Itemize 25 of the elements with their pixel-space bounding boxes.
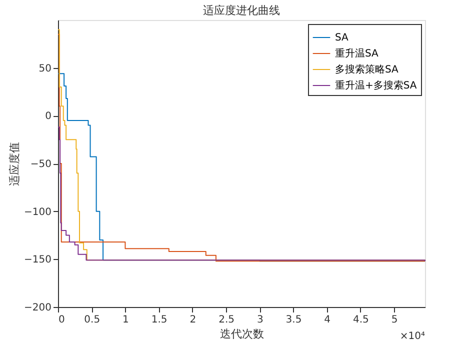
x-tick-label: 3 [256, 314, 264, 326]
y-tick-label: 0 [45, 111, 52, 122]
y-tick-label: −100 [24, 206, 52, 218]
chart-title: 适应度进化曲线 [203, 4, 280, 17]
legend-label: 重升温+多搜索SA [335, 80, 417, 92]
legend-label: SA [335, 32, 349, 44]
y-tick-label: −50 [30, 159, 52, 170]
y-tick-label: −200 [24, 302, 52, 314]
x-tick-label: 3.5 [286, 314, 302, 326]
x-tick-label: 2.5 [218, 314, 234, 326]
text: ×10⁴ [400, 331, 425, 342]
y-tick-label: 50 [38, 63, 52, 74]
x-tick-label: 0.5 [84, 314, 100, 326]
legend-label: 重升温SA [335, 48, 379, 60]
x-tick-label: 4 [324, 314, 331, 326]
x-tick-label: 5 [391, 314, 398, 326]
y-axis-title: 适应度值 [8, 142, 22, 186]
x-tick-label: 2 [190, 314, 196, 326]
x-tick-label: 1 [122, 314, 129, 326]
x-tick-label: 0 [58, 314, 65, 326]
y-tick-label: −150 [24, 254, 52, 266]
x-tick-label: 4.5 [353, 314, 369, 326]
legend-label: 多搜索策略SA [335, 64, 399, 76]
x-tick-label: 1.5 [151, 314, 168, 326]
x-axis-title: 迭代次数 [220, 328, 264, 340]
